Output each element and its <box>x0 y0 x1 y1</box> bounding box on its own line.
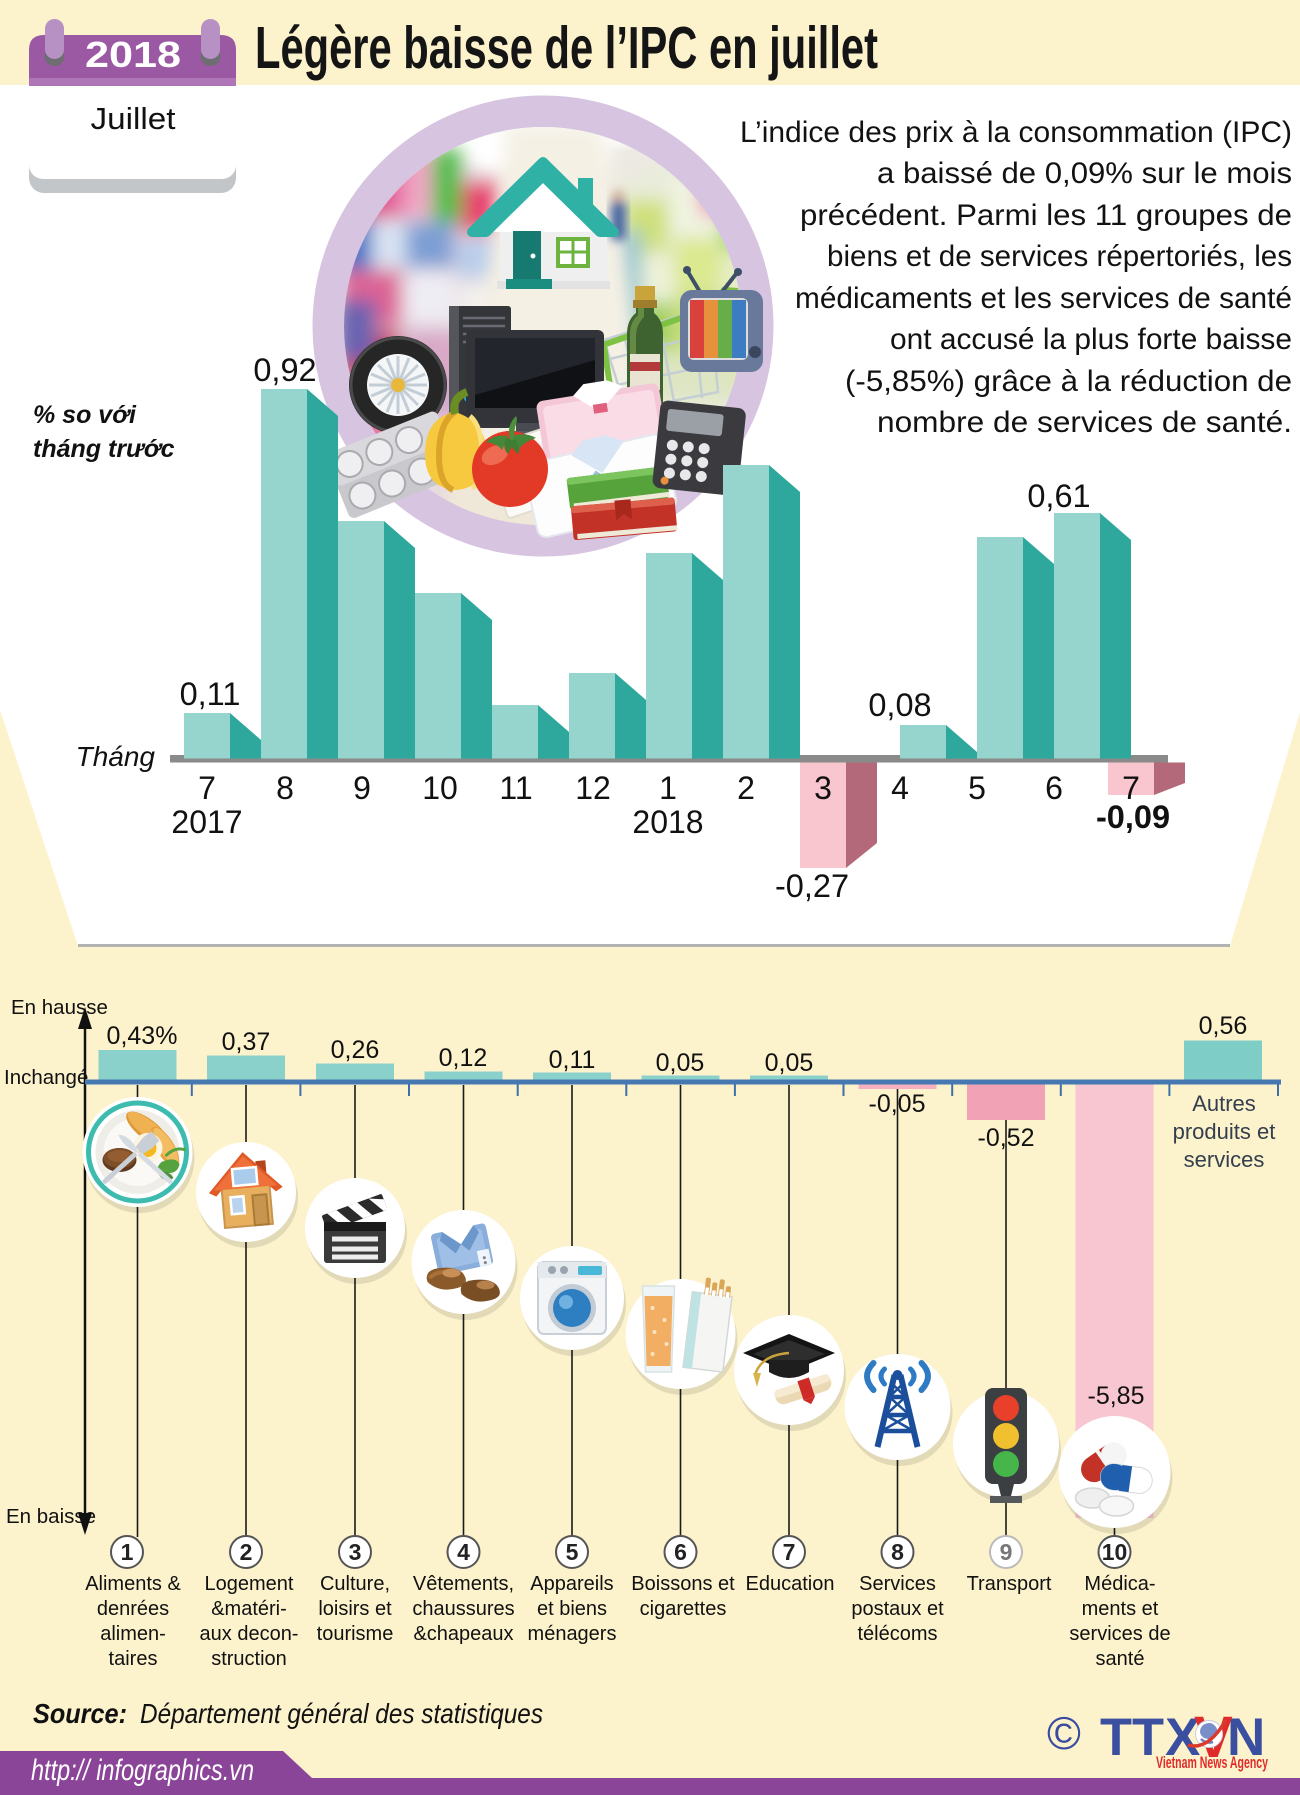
svg-text:8: 8 <box>891 1539 904 1565</box>
svg-text:biens et de services répertori: biens et de services répertoriés, les <box>827 240 1292 273</box>
svg-text:(-5,85%) grâce à la réduction: (-5,85%) grâce à la réduction de <box>845 365 1292 398</box>
svg-text:0,05: 0,05 <box>656 1049 705 1077</box>
svg-text:12: 12 <box>575 770 611 806</box>
svg-text:2018: 2018 <box>632 804 703 840</box>
svg-text:loisirs et: loisirs et <box>318 1598 392 1620</box>
svg-text:1: 1 <box>121 1539 134 1565</box>
svg-text:aux decon-: aux decon- <box>200 1623 299 1645</box>
svg-text:taires: taires <box>109 1648 158 1670</box>
svg-text:9: 9 <box>1000 1539 1013 1565</box>
svg-text:7: 7 <box>198 770 216 806</box>
svg-text:10: 10 <box>1102 1539 1128 1565</box>
svg-text:denrées: denrées <box>97 1598 169 1620</box>
svg-text:X: X <box>1165 1708 1200 1767</box>
svg-text:Médica-: Médica- <box>1084 1573 1155 1595</box>
svg-text:7: 7 <box>783 1539 796 1565</box>
svg-text:0,56: 0,56 <box>1199 1012 1248 1040</box>
svg-text:0,12: 0,12 <box>439 1044 488 1072</box>
svg-text:struction: struction <box>211 1648 287 1670</box>
svg-text:En baisse: En baisse <box>6 1505 96 1528</box>
svg-text:Inchangé: Inchangé <box>4 1066 88 1089</box>
svg-text:2: 2 <box>737 770 755 806</box>
svg-text:ont accusé la plus forte baiss: ont accusé la plus forte baisse <box>890 323 1292 356</box>
svg-text:6: 6 <box>674 1539 687 1565</box>
svg-text:L’indice des prix à la consomm: L’indice des prix à la consommation (IPC… <box>740 116 1292 149</box>
svg-text:0,08: 0,08 <box>868 687 931 723</box>
svg-text:0,11: 0,11 <box>549 1046 596 1074</box>
svg-text:médicaments et les services de: médicaments et les services de santé <box>795 282 1292 315</box>
svg-text:5: 5 <box>566 1539 579 1565</box>
svg-text:TT: TT <box>1100 1708 1164 1767</box>
svg-text:Juillet: Juillet <box>91 101 176 136</box>
svg-text:Autres: Autres <box>1192 1091 1256 1116</box>
svg-text:-0,52: -0,52 <box>978 1124 1035 1152</box>
svg-text:Transport: Transport <box>967 1573 1052 1595</box>
svg-text:ments et: ments et <box>1082 1598 1159 1620</box>
svg-text:Aliments &: Aliments & <box>85 1573 181 1595</box>
svg-text:télécoms: télécoms <box>857 1623 937 1645</box>
svg-text:-0,05: -0,05 <box>869 1090 926 1118</box>
svg-text:Appareils: Appareils <box>530 1573 613 1595</box>
svg-text:http:// infographics.vn: http:// infographics.vn <box>31 1754 254 1787</box>
svg-text:4: 4 <box>457 1539 470 1565</box>
svg-text:0,92: 0,92 <box>253 352 316 388</box>
svg-text:0,11: 0,11 <box>180 676 241 712</box>
svg-text:6: 6 <box>1045 770 1063 806</box>
svg-text:3: 3 <box>349 1539 362 1565</box>
svg-text:0,05: 0,05 <box>765 1049 814 1077</box>
svg-text:2018: 2018 <box>85 34 181 75</box>
svg-text:7: 7 <box>1122 770 1140 806</box>
svg-text:2017: 2017 <box>171 804 242 840</box>
svg-text:services: services <box>1184 1147 1265 1172</box>
svg-text:0,37: 0,37 <box>222 1028 271 1056</box>
svg-text:5: 5 <box>968 770 986 806</box>
svg-text:Tháng: Tháng <box>76 741 156 772</box>
svg-text:-5,85: -5,85 <box>1088 1382 1145 1410</box>
svg-text:Boissons et: Boissons et <box>631 1573 735 1595</box>
svg-text:10: 10 <box>422 770 458 806</box>
svg-text:&chapeaux: &chapeaux <box>413 1623 513 1645</box>
svg-text:Services: Services <box>859 1573 936 1595</box>
svg-text:Légère baisse de l’IPC en juil: Légère baisse de l’IPC en juillet <box>255 15 878 81</box>
svg-text:cigarettes: cigarettes <box>640 1598 727 1620</box>
svg-text:a baissé de 0,09% sur le mois: a baissé de 0,09% sur le mois <box>877 157 1292 190</box>
svg-text:postaux et: postaux et <box>851 1598 944 1620</box>
svg-text:1: 1 <box>659 770 677 806</box>
svg-text:Département général des statis: Département général des statistiques <box>140 1698 543 1729</box>
svg-text:produits et: produits et <box>1173 1119 1276 1144</box>
svg-text:chaussures: chaussures <box>412 1598 514 1620</box>
svg-text:0,43%: 0,43% <box>107 1022 178 1050</box>
svg-text:3: 3 <box>814 770 832 806</box>
svg-text:&matéri-: &matéri- <box>211 1598 287 1620</box>
svg-text:Source:: Source: <box>33 1698 127 1729</box>
svg-text:tháng trước: tháng trước <box>33 435 175 463</box>
svg-text:11: 11 <box>499 770 532 806</box>
svg-text:4: 4 <box>891 770 909 806</box>
svg-text:0,26: 0,26 <box>331 1036 380 1064</box>
svg-text:Vêtements,: Vêtements, <box>413 1573 514 1595</box>
svg-text:précédent. Parmi les 11 groupe: précédent. Parmi les 11 groupes de <box>800 199 1292 232</box>
svg-text:ménagers: ménagers <box>528 1623 617 1645</box>
svg-text:-0,27: -0,27 <box>775 868 849 904</box>
svg-text:santé: santé <box>1096 1648 1145 1670</box>
svg-text:services de: services de <box>1069 1623 1170 1645</box>
svg-text:©: © <box>1047 1707 1081 1759</box>
svg-text:N: N <box>1227 1708 1265 1767</box>
svg-text:Vietnam News Agency: Vietnam News Agency <box>1156 1753 1268 1772</box>
svg-text:Culture,: Culture, <box>320 1573 390 1595</box>
svg-text:9: 9 <box>353 770 371 806</box>
svg-text:2: 2 <box>240 1539 253 1565</box>
svg-text:En hausse: En hausse <box>11 996 108 1019</box>
svg-text:alimen-: alimen- <box>100 1623 166 1645</box>
svg-text:et biens: et biens <box>537 1598 607 1620</box>
svg-text:-0,09: -0,09 <box>1096 799 1170 835</box>
svg-text:Logement: Logement <box>205 1573 294 1595</box>
svg-text:nombre de services de santé.: nombre de services de santé. <box>877 406 1292 439</box>
svg-text:tourisme: tourisme <box>317 1623 394 1645</box>
svg-text:Education: Education <box>746 1573 835 1595</box>
svg-text:0,61: 0,61 <box>1027 478 1090 514</box>
svg-text:% so với: % so với <box>33 401 137 429</box>
svg-text:8: 8 <box>276 770 294 806</box>
